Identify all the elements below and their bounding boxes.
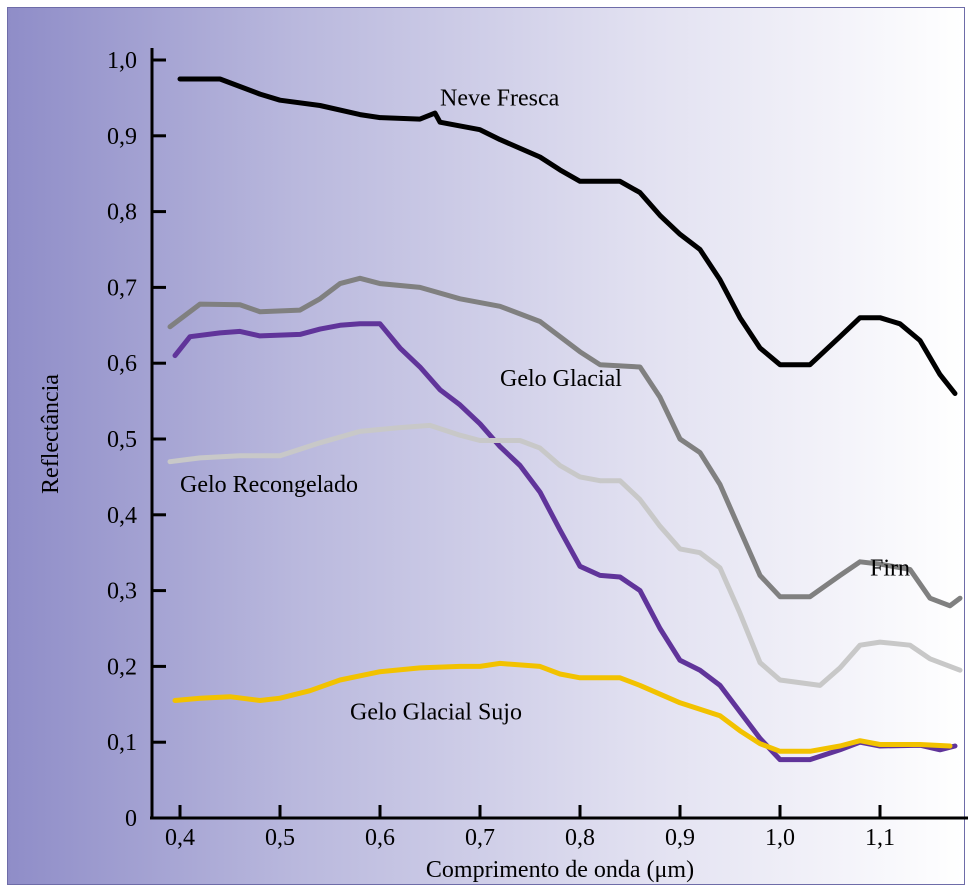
series-labels-layer: Neve Fresca Firn Gelo Glacial Gelo Recongel… [180, 85, 910, 725]
series-line-firn [167, 275, 963, 609]
x-tick-label: 1,1 [865, 825, 895, 851]
series-line-gelo-glacial [172, 321, 958, 763]
y-tick-label: 0,7 [107, 275, 137, 301]
series-label-gelo-recongelado: Gelo Recongelado [180, 472, 358, 498]
series-label-neve-fresca: Neve Fresca [440, 85, 560, 111]
y-tick-label: 0 [125, 806, 137, 832]
series-line-gelo-recongelado [167, 422, 963, 688]
ticks-layer: 0 0,1 0,2 0,3 0,4 0,5 0,6 0,7 0,8 0,9 1,0 0,4 0,5 0,6… [107, 48, 895, 851]
y-tick-label: 0,6 [107, 351, 137, 377]
series-label-gelo-glacial: Gelo Glacial [500, 366, 622, 392]
y-tick-label: 0,8 [107, 200, 137, 226]
x-tick-label: 1,0 [765, 825, 795, 851]
x-axis-title: Comprimento de onda (μm) [426, 857, 694, 883]
series-label-gelo-glacial-sujo: Gelo Glacial Sujo [350, 699, 522, 725]
y-tick-label: 1,0 [107, 48, 137, 74]
series-label-firn: Firn [870, 555, 910, 581]
series-layer [167, 76, 963, 763]
x-tick-label: 0,8 [565, 825, 595, 851]
y-tick-label: 0,4 [107, 503, 137, 529]
x-tick-label: 0,5 [265, 825, 295, 851]
y-axis-title: Reflectância [38, 374, 64, 494]
x-tick-label: 0,4 [165, 825, 195, 851]
series-line-gelo-glacial-sujo [172, 660, 953, 754]
chart-frame [7, 7, 965, 885]
series-line-neve-fresca [177, 76, 958, 396]
axes-layer [150, 48, 968, 820]
y-tick-label: 0,5 [107, 427, 137, 453]
x-tick-label: 0,7 [465, 825, 495, 851]
y-tick-label: 0,9 [107, 124, 137, 150]
y-tick-label: 0,1 [107, 730, 137, 756]
x-tick-label: 0,6 [365, 825, 395, 851]
y-tick-label: 0,2 [107, 654, 137, 680]
x-tick-label: 0,9 [665, 825, 695, 851]
y-tick-label: 0,3 [107, 579, 137, 605]
